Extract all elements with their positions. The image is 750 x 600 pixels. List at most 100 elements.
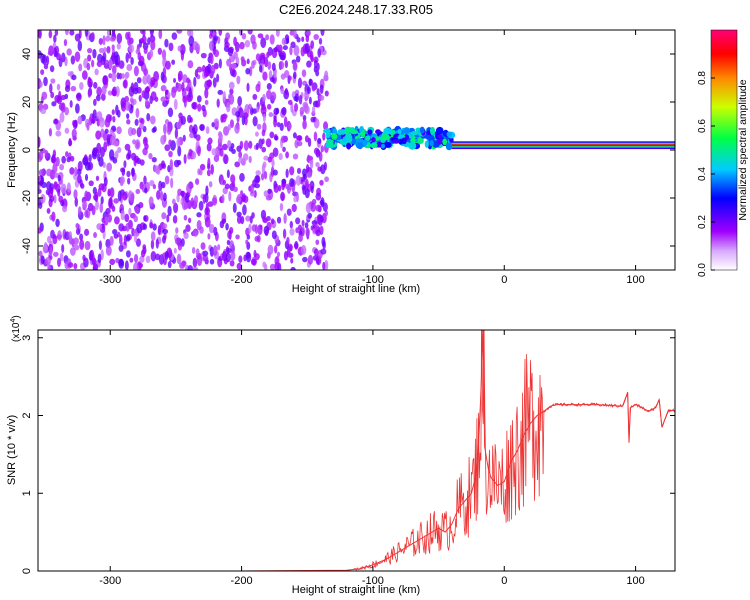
spectrogram-cell: [124, 95, 130, 103]
spectrogram-cell: [308, 96, 312, 105]
spectrogram-cell: [278, 153, 283, 161]
spectrogram-cell: [146, 74, 151, 85]
spectrogram-cell: [134, 139, 141, 150]
spectrogram-cell: [226, 247, 232, 254]
bottom-y-axis-label: SNR (10 * v/v): [6, 415, 18, 485]
spectrogram-cell: [159, 190, 164, 201]
spectrogram-cell: [290, 102, 294, 113]
spectrogram-cell: [80, 183, 85, 189]
spectrogram-cell: [169, 159, 174, 170]
spectrogram-cell: [124, 213, 130, 223]
spectrogram-cell: [225, 252, 231, 263]
spectrogram-cell: [255, 170, 261, 176]
spectrogram-cell: [212, 77, 217, 88]
spectrogram-cell: [265, 194, 272, 201]
spectrogram-cell: [306, 30, 311, 37]
spectrogram-cell: [150, 79, 154, 88]
spectrogram-cell: [75, 227, 81, 236]
spectrogram-cell: [320, 197, 325, 208]
spectrogram-cell: [99, 146, 105, 158]
bottom-x-axis: -300 -200 -100 0 100: [99, 330, 645, 587]
spectrogram-cell: [40, 193, 46, 204]
spectrogram-cell: [241, 193, 246, 202]
spectrogram-cell: [234, 123, 240, 134]
spectrogram-cell: [106, 136, 110, 147]
spectrogram-cell: [177, 45, 182, 52]
spectrogram-cell: [195, 134, 201, 142]
spectrogram-cell: [383, 127, 392, 135]
spectrogram-cell: [218, 132, 223, 143]
top-x-axis-label: Height of straight line (km): [292, 283, 420, 295]
spectrogram-cell: [125, 250, 131, 258]
bottom-x-axis-label: Height of straight line (km): [292, 584, 420, 596]
spectrogram-cell: [192, 257, 198, 268]
spectrogram-cell: [109, 129, 113, 135]
spectrogram-cell: [211, 122, 215, 128]
y-tick-label: 0: [21, 147, 33, 153]
spectrogram-cell: [310, 202, 317, 212]
spectrogram-cell: [162, 223, 168, 229]
spectrogram-cell: [164, 38, 169, 48]
spectrogram-cell: [285, 168, 289, 178]
snr-frame: [37, 329, 676, 572]
spectrogram-cell: [142, 223, 148, 230]
spectrogram-cell: [180, 49, 185, 61]
spectrogram-cell: [292, 153, 299, 160]
spectrogram-cell: [82, 200, 88, 210]
spectrogram-cell: [191, 151, 197, 160]
spectrogram-cell: [263, 190, 269, 197]
colorbar-tick-label: 0.0: [697, 263, 708, 277]
spectrogram-cell: [126, 113, 130, 120]
spectrogram-cell: [71, 74, 77, 81]
spectrogram-cell: [287, 99, 293, 106]
spectrogram-cell: [185, 224, 191, 232]
spectrogram-cell: [131, 127, 137, 136]
spectrogram-cell: [280, 73, 286, 80]
spectrogram-cell: [162, 228, 169, 235]
spectrogram-cell: [191, 127, 196, 135]
spectrogram-cell: [250, 34, 256, 45]
spectrogram-cell: [323, 128, 331, 134]
spectrogram-cell: [191, 102, 197, 110]
spectrogram-cell: [109, 135, 116, 146]
spectrogram-cell: [223, 154, 229, 165]
spectrogram-cell: [161, 74, 167, 84]
spectrogram-cell: [183, 214, 188, 221]
spectrogram-cell: [116, 126, 122, 135]
spectrogram-cell: [67, 71, 73, 77]
spectrogram-cell: [108, 73, 113, 79]
spectrogram-cell: [112, 228, 118, 235]
spectrogram-cell: [123, 160, 127, 168]
spectrogram-cell: [262, 93, 266, 102]
spectrogram-cell: [419, 126, 425, 134]
spectrogram-cell: [46, 235, 52, 244]
spectrogram-cell: [286, 236, 290, 245]
spectrogram-cell: [104, 117, 111, 128]
spectrogram-cell: [168, 42, 174, 52]
spectrogram-cell: [167, 107, 174, 118]
spectrogram-cell: [264, 263, 268, 270]
spectrogram-cell: [127, 177, 131, 185]
spectrogram-cell: [235, 111, 241, 118]
spectrogram-cell: [231, 69, 237, 78]
spectrogram-cell: [196, 212, 202, 218]
spectrogram-cell: [183, 232, 189, 240]
spectrogram-cell: [84, 173, 89, 181]
spectrogram-cell: [324, 176, 329, 183]
spectrogram-cell: [279, 54, 286, 61]
spectrogram-cell: [43, 63, 49, 70]
spectrogram-cell: [259, 64, 263, 73]
spectrogram-cell: [88, 250, 93, 261]
spectrogram-cell: [305, 35, 310, 43]
spectrogram-cell: [240, 56, 245, 62]
spectrogram-cell: [429, 126, 436, 135]
spectrogram-cell: [282, 45, 288, 51]
spectrogram-cell: [262, 161, 267, 168]
spectrogram-cell: [52, 163, 58, 173]
spectrogram-cell: [145, 85, 150, 94]
spectrogram-cell: [150, 40, 156, 51]
spectrogram-cell: [307, 212, 313, 219]
y-tick-label: 0: [21, 568, 33, 574]
spectrogram-cell: [177, 73, 182, 83]
spectrogram-cell: [149, 115, 156, 125]
